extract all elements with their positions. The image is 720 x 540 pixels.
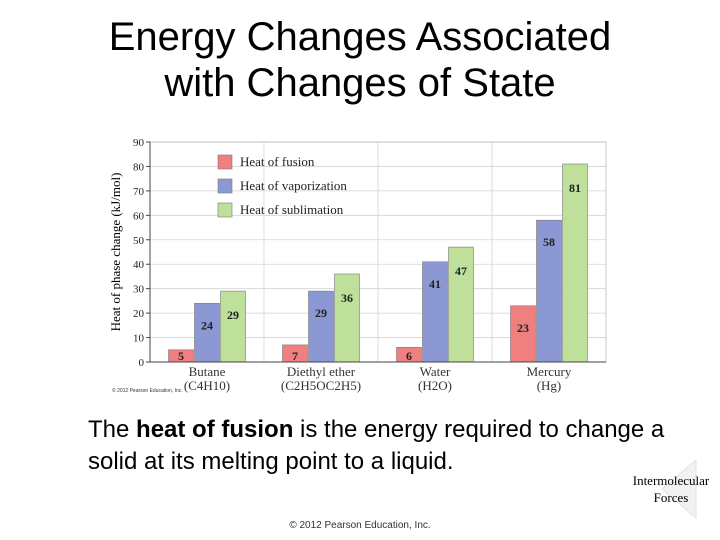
slide-title: Energy Changes Associated with Changes o…: [0, 14, 720, 106]
corner-label-line-1: Intermolecular: [632, 473, 710, 488]
data-label: 47: [455, 264, 467, 278]
legend-swatch: [217, 202, 233, 218]
y-tick-label: 70: [133, 186, 145, 198]
x-tick-label: Diethyl ether: [287, 364, 356, 379]
y-tick-label: 90: [133, 137, 145, 149]
data-label: 23: [517, 321, 529, 335]
corner-label: Intermolecular Forces: [628, 472, 714, 506]
chart-copyright: © 2012 Pearson Education, Inc.: [112, 387, 183, 394]
bar-chart: 5 24 29 7 29 36 6 41 47 23 58 81 0 10 20 30 40 50 60 70 80 9…: [108, 137, 607, 394]
y-tick-label: 10: [133, 333, 145, 345]
x-tick-formula: (C2H5OC2H5): [281, 378, 361, 393]
slide-title-line-1: Energy Changes Associated: [108, 15, 612, 59]
footer-copyright: © 2012 Pearson Education, Inc.: [289, 520, 431, 531]
caption-bold-term: heat of fusion: [136, 416, 294, 443]
y-axis-title: Heat of phase change (kJ/mol): [108, 173, 123, 332]
bar: [334, 273, 360, 363]
x-tick-formula: (Hg): [537, 378, 562, 393]
data-label: 36: [341, 291, 353, 305]
bars: [168, 163, 588, 363]
data-label: 7: [292, 349, 298, 363]
bar: [510, 305, 536, 363]
legend-swatch: [217, 154, 233, 170]
data-label: 41: [429, 277, 441, 291]
caption: The heat of fusion is the energy require…: [88, 414, 668, 478]
x-tick-formula: (H2O): [418, 378, 452, 393]
data-label: 58: [543, 235, 555, 249]
y-tick-label: 80: [133, 161, 145, 173]
legend-label: Heat of fusion: [240, 154, 315, 169]
bar: [562, 163, 588, 363]
y-tick-label: 60: [133, 210, 145, 222]
bar: [308, 290, 334, 363]
y-tick-label: 30: [133, 284, 145, 296]
x-tick-label: Water: [420, 364, 451, 379]
legend: Heat of fusion Heat of vaporization Heat o…: [217, 154, 347, 218]
bar: [448, 246, 474, 363]
y-tick-label: 20: [133, 308, 145, 320]
axes: 0 10 20 30 40 50 60 70 80 90 Butane(C4H10) Diethyl …: [133, 137, 606, 393]
x-tick-label: Mercury: [527, 364, 572, 379]
caption-suffix: is the energy required to change a solid…: [88, 416, 665, 475]
corner-label-line-2: Forces: [653, 490, 689, 505]
bar: [194, 303, 220, 363]
legend-swatch: [217, 178, 233, 194]
x-tick-label: Butane: [189, 364, 226, 379]
data-label: 29: [227, 308, 239, 322]
legend-label: Heat of vaporization: [240, 178, 347, 193]
y-tick-label: 50: [133, 235, 145, 247]
x-tick-formula: (C4H10): [184, 378, 230, 393]
bar: [220, 290, 246, 363]
data-label: 6: [406, 349, 412, 363]
data-labels: 5 24 29 7 29 36 6 41 47 23 58 81: [178, 181, 581, 363]
y-tick-label: 0: [139, 357, 145, 369]
data-label: 5: [178, 349, 184, 363]
caption-prefix: The: [88, 416, 137, 443]
data-label: 81: [569, 181, 581, 195]
triangle-logo: [661, 460, 697, 518]
data-label: 29: [315, 306, 327, 320]
bar: [536, 219, 562, 363]
legend-label: Heat of sublimation: [240, 202, 344, 217]
y-tick-label: 40: [133, 259, 145, 271]
slide-title-line-2: with Changes of State: [164, 61, 556, 105]
data-label: 24: [201, 318, 213, 332]
